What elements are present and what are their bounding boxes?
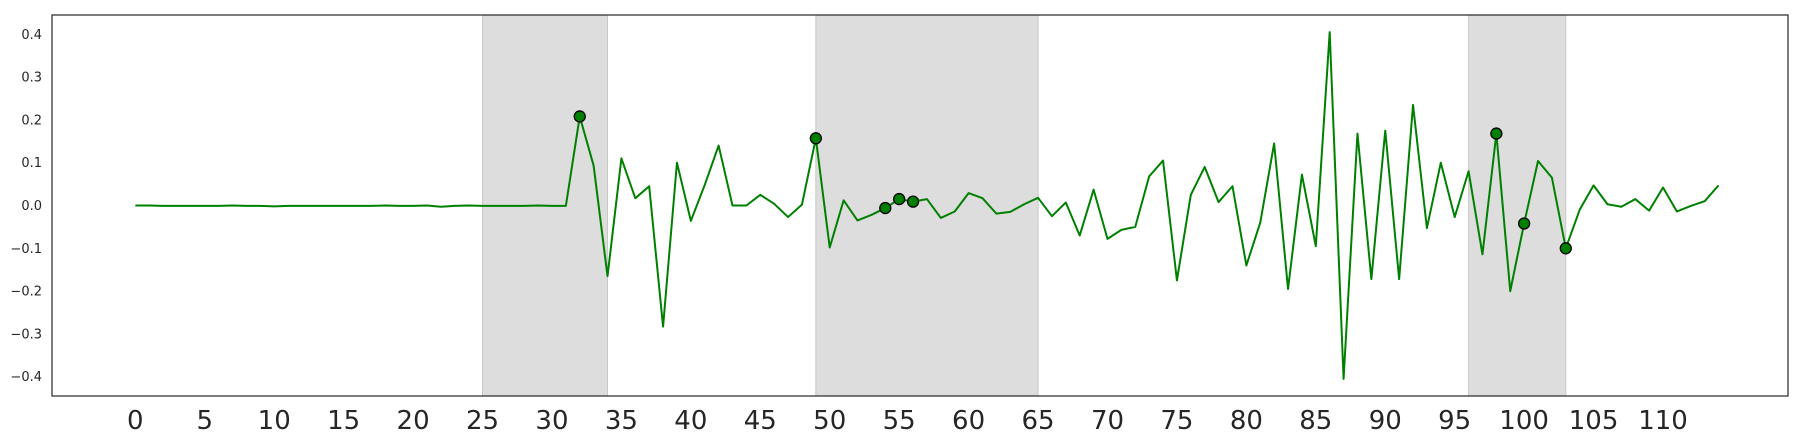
data-point-marker xyxy=(1490,127,1503,140)
x-tick-label: 10 xyxy=(258,406,291,436)
series-line-layer xyxy=(135,31,1720,380)
y-tick-label: 0.3 xyxy=(21,71,42,86)
x-tick-label: 90 xyxy=(1369,406,1402,436)
y-tick-label: −0.1 xyxy=(10,242,42,257)
x-tick-label: 30 xyxy=(535,406,568,436)
x-tick-label: 50 xyxy=(813,406,846,436)
y-tick-label: −0.2 xyxy=(10,285,42,300)
x-tick-label: 85 xyxy=(1299,406,1332,436)
y-tick-label: 0.1 xyxy=(21,156,42,171)
x-tick-label: 95 xyxy=(1438,406,1471,436)
x-tick-label: 110 xyxy=(1638,406,1688,436)
x-tick-label: 25 xyxy=(466,406,499,436)
x-tick-label: 20 xyxy=(397,406,430,436)
x-tick-label: 70 xyxy=(1091,406,1124,436)
x-tick-label: 0 xyxy=(127,406,144,436)
y-tick-label: 0.0 xyxy=(21,199,42,214)
y-tick-label: 0.2 xyxy=(21,113,42,128)
x-axis-ticks: 0 5 10 15 20 25 30 35 40 45 50 55 60 65 70 75 80 85 90 95 10… xyxy=(127,406,1688,436)
y-tick-label: −0.3 xyxy=(10,327,42,342)
plot-frame xyxy=(51,14,1789,397)
x-tick-label: 60 xyxy=(952,406,985,436)
highlight-markers xyxy=(573,110,1572,255)
shaded-region xyxy=(815,14,1039,397)
shaded-region xyxy=(1468,14,1567,397)
x-tick-label: 40 xyxy=(674,406,707,436)
x-tick-label: 100 xyxy=(1499,406,1549,436)
x-tick-label: 15 xyxy=(327,406,360,436)
x-tick-label: 5 xyxy=(196,406,213,436)
x-tick-label: 65 xyxy=(1022,406,1055,436)
y-tick-label: −0.4 xyxy=(10,370,42,385)
data-point-marker xyxy=(879,201,892,215)
x-tick-label: 105 xyxy=(1569,406,1619,436)
series-line xyxy=(135,31,1720,380)
data-point-marker xyxy=(906,195,920,208)
data-point-marker xyxy=(893,192,906,206)
data-point-marker xyxy=(1559,242,1572,255)
x-tick-label: 80 xyxy=(1230,406,1263,436)
data-point-marker xyxy=(809,132,822,145)
y-tick-label: 0.4 xyxy=(21,28,42,43)
data-point-marker xyxy=(573,110,586,123)
data-point-marker xyxy=(1517,217,1531,230)
y-axis-ticks: −0.4 −0.3 −0.2 −0.1 0.0 0.1 0.2 0.3 0.4 xyxy=(10,28,42,385)
x-tick-label: 55 xyxy=(883,406,916,436)
x-tick-label: 75 xyxy=(1160,406,1193,436)
x-tick-label: 45 xyxy=(744,406,777,436)
x-tick-label: 35 xyxy=(605,406,638,436)
